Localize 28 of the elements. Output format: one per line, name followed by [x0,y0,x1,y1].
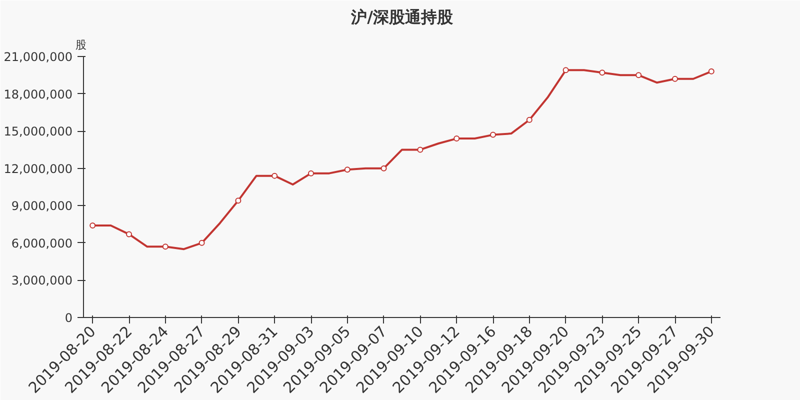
y-tick-label: 6,000,000 [11,236,73,250]
point [235,198,242,204]
y-axis-title: 股 [76,38,86,52]
point [344,166,350,173]
point [490,132,496,138]
point [308,170,314,176]
point [599,70,606,76]
point [126,231,132,238]
y-tick-label: 9,000,000 [11,199,73,214]
point [526,116,532,123]
point [417,146,424,153]
point [162,244,168,250]
point [272,172,278,179]
point [380,165,387,172]
y-tick-label: 0 [64,311,73,325]
point [198,240,205,246]
y-tick-label: 15,000,000 [4,124,73,139]
y-tick-label: 21,000,000 [4,50,73,64]
point [708,68,714,74]
point [454,136,460,142]
point [90,222,96,229]
y-tick-label: 18,000,000 [4,87,73,102]
y-tick-label: 3,000,000 [11,274,73,288]
point [562,67,569,74]
point [636,72,642,78]
point [672,76,678,82]
chart-title: 沪/深股通持股 [350,8,454,26]
y-tick-label: 12,000,000 [4,162,73,176]
